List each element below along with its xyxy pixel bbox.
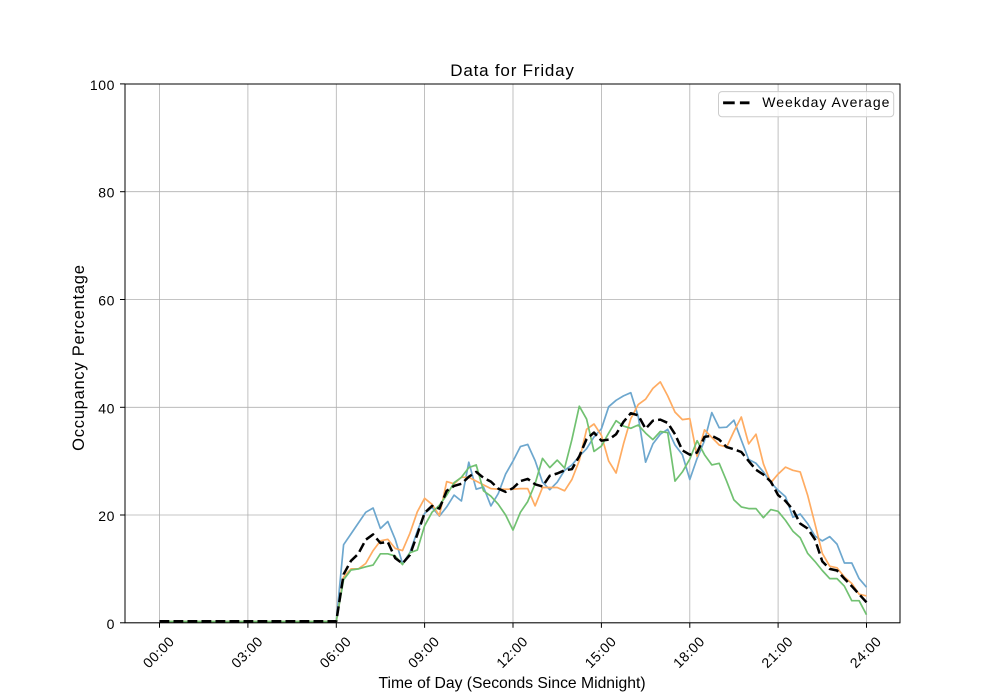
svg-text:Data for Friday: Data for Friday (450, 61, 574, 80)
svg-text:Occupancy Percentage: Occupancy Percentage (70, 264, 88, 451)
svg-text:Weekday Average: Weekday Average (762, 94, 890, 110)
svg-text:60: 60 (98, 293, 115, 309)
svg-text:0: 0 (107, 616, 115, 632)
svg-text:100: 100 (90, 77, 115, 93)
svg-text:Time of Day (Seconds Since Mid: Time of Day (Seconds Since Midnight) (378, 675, 645, 692)
svg-text:20: 20 (98, 508, 115, 524)
svg-text:40: 40 (98, 400, 115, 416)
svg-text:80: 80 (98, 185, 115, 201)
